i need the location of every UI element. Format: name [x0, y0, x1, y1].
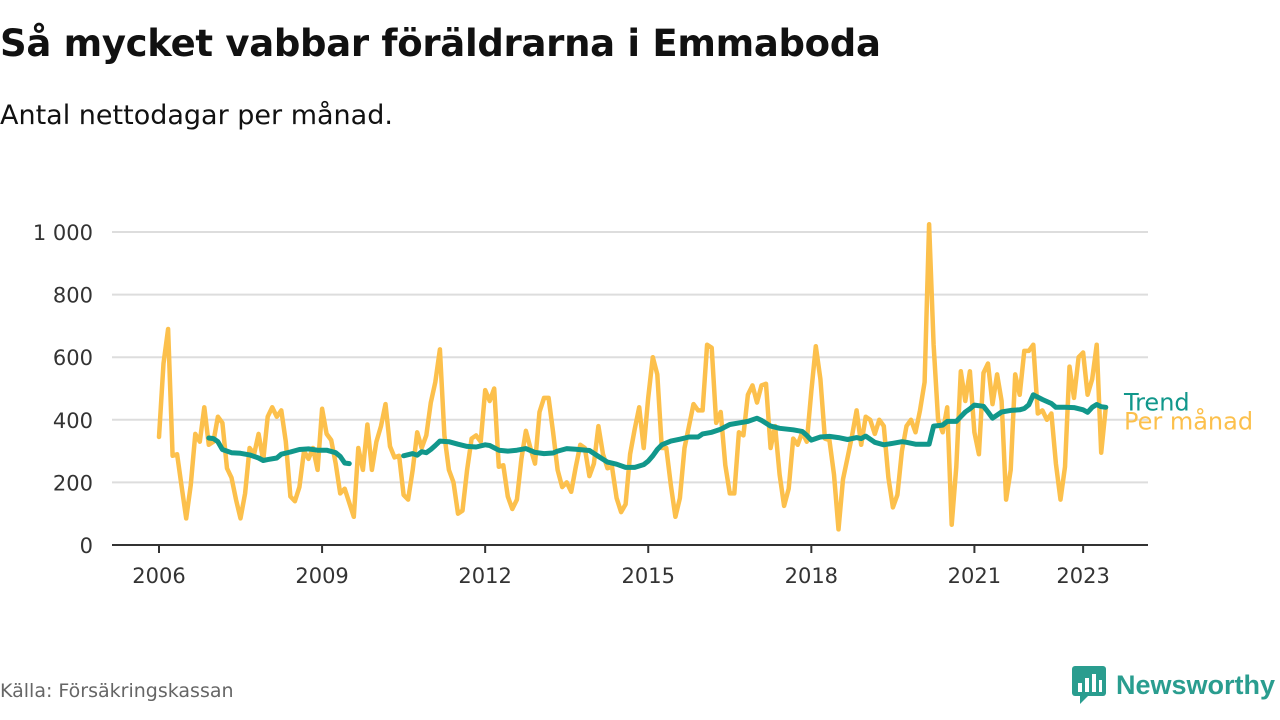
x-tick-label: 2015 — [622, 564, 675, 588]
chart-subtitle: Antal nettodagar per månad. — [0, 100, 393, 131]
y-tick-label: 0 — [80, 534, 93, 558]
axes: 0 200 400 600 800 1 000 2006 2009 2012 2015 2018 20… — [33, 221, 1148, 588]
y-tick-label: 400 — [53, 409, 93, 433]
brand-name: Newsworthy — [1116, 669, 1276, 700]
series — [156, 221, 1109, 532]
series-label-trend: Trend — [1123, 388, 1190, 416]
brand-logo: Newsworthy — [1072, 666, 1275, 704]
series-line-trend — [206, 392, 1109, 470]
x-tick-label: 2021 — [948, 564, 1001, 588]
y-tick-label: 200 — [53, 471, 93, 495]
chart-title: Så mycket vabbar föräldrarna i Emmaboda — [0, 22, 881, 65]
x-tick-label: 2009 — [295, 564, 348, 588]
series-line-monthly — [156, 221, 1109, 532]
y-tick-label: 800 — [53, 284, 93, 308]
source-note: Källa: Försäkringskassan — [0, 680, 234, 702]
x-tick-label: 2006 — [132, 564, 185, 588]
x-tick-label: 2018 — [785, 564, 838, 588]
line-chart: 0 200 400 600 800 1 000 2006 2009 2012 2015 2018 20… — [33, 221, 1253, 588]
y-tick-label: 600 — [53, 346, 93, 370]
x-tick-label: 2023 — [1056, 564, 1109, 588]
bar-chart-speech-icon — [1072, 666, 1106, 704]
x-tick-label: 2012 — [458, 564, 511, 588]
y-tick-label: 1 000 — [33, 221, 93, 245]
series-label-monthly: Per månad — [1124, 406, 1253, 435]
